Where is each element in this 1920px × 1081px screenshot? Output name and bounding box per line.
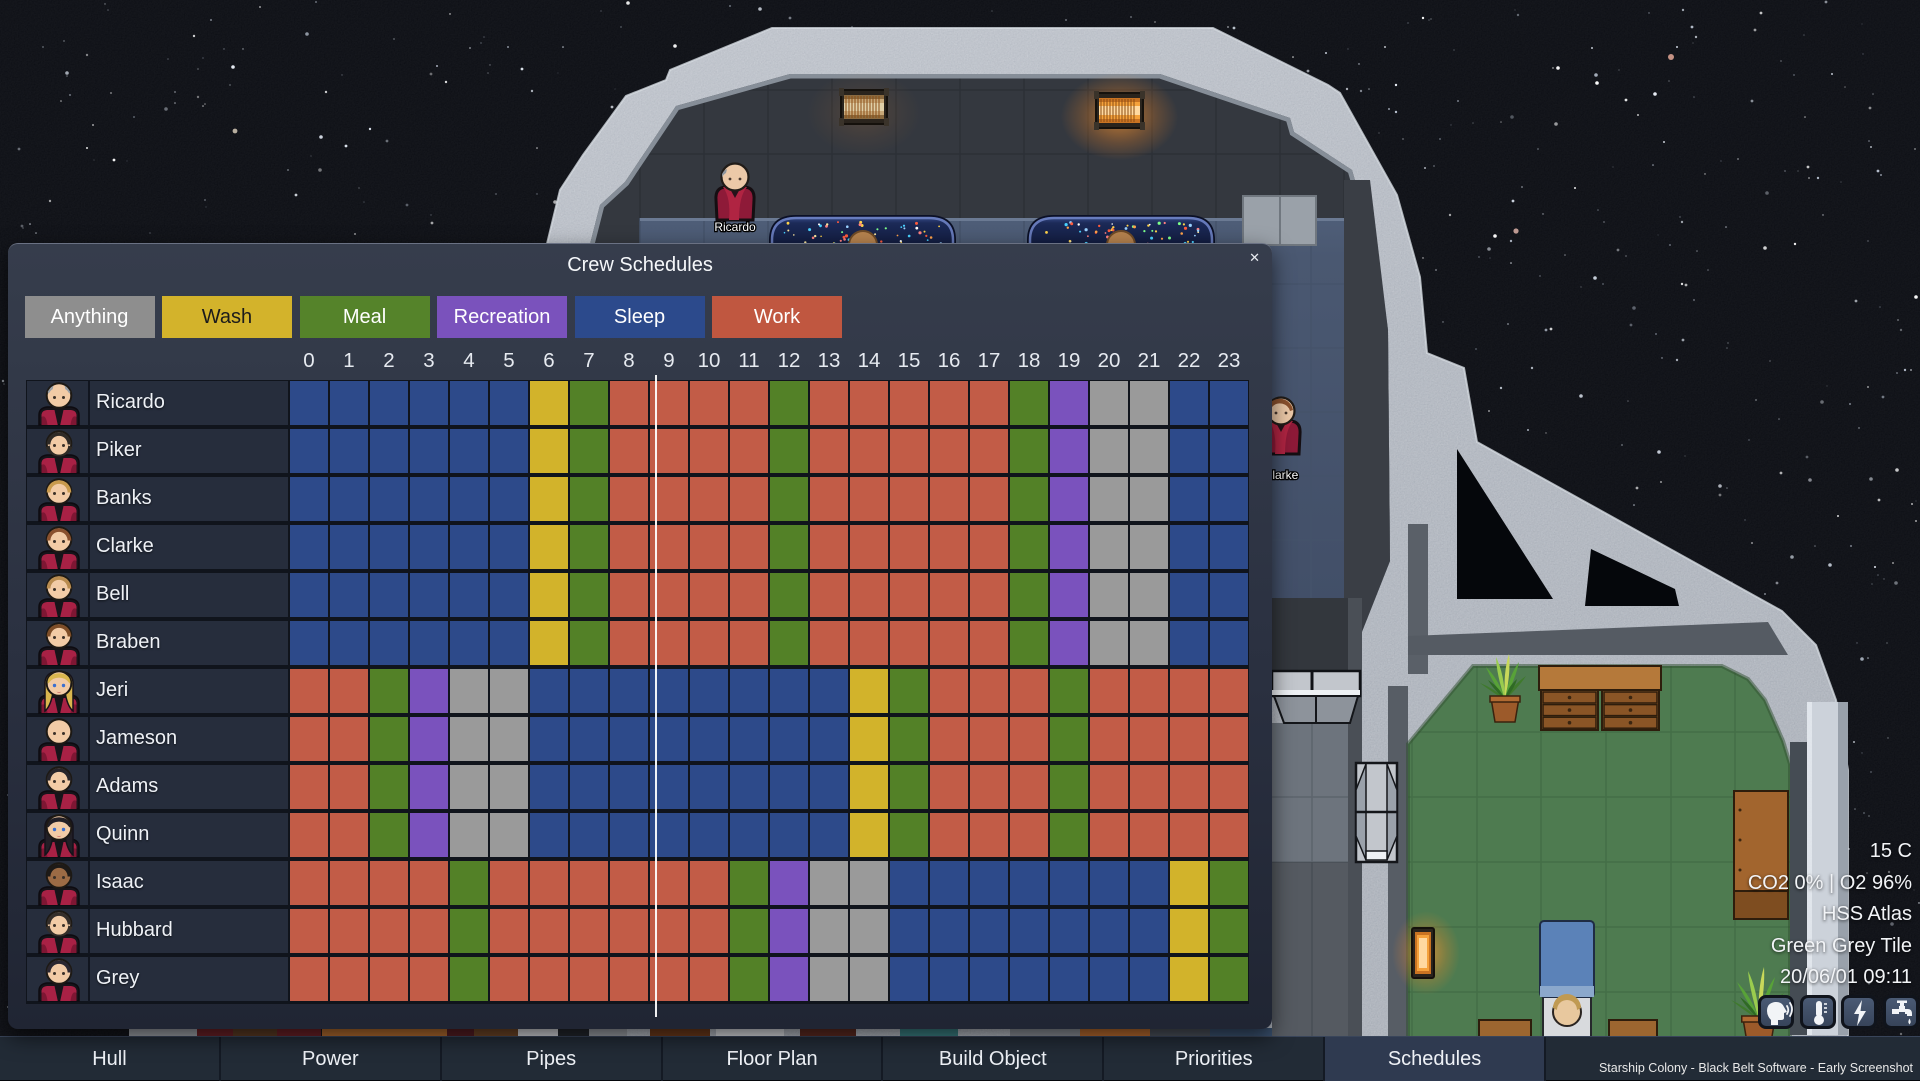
svg-text:Ricardo: Ricardo [714,220,756,234]
